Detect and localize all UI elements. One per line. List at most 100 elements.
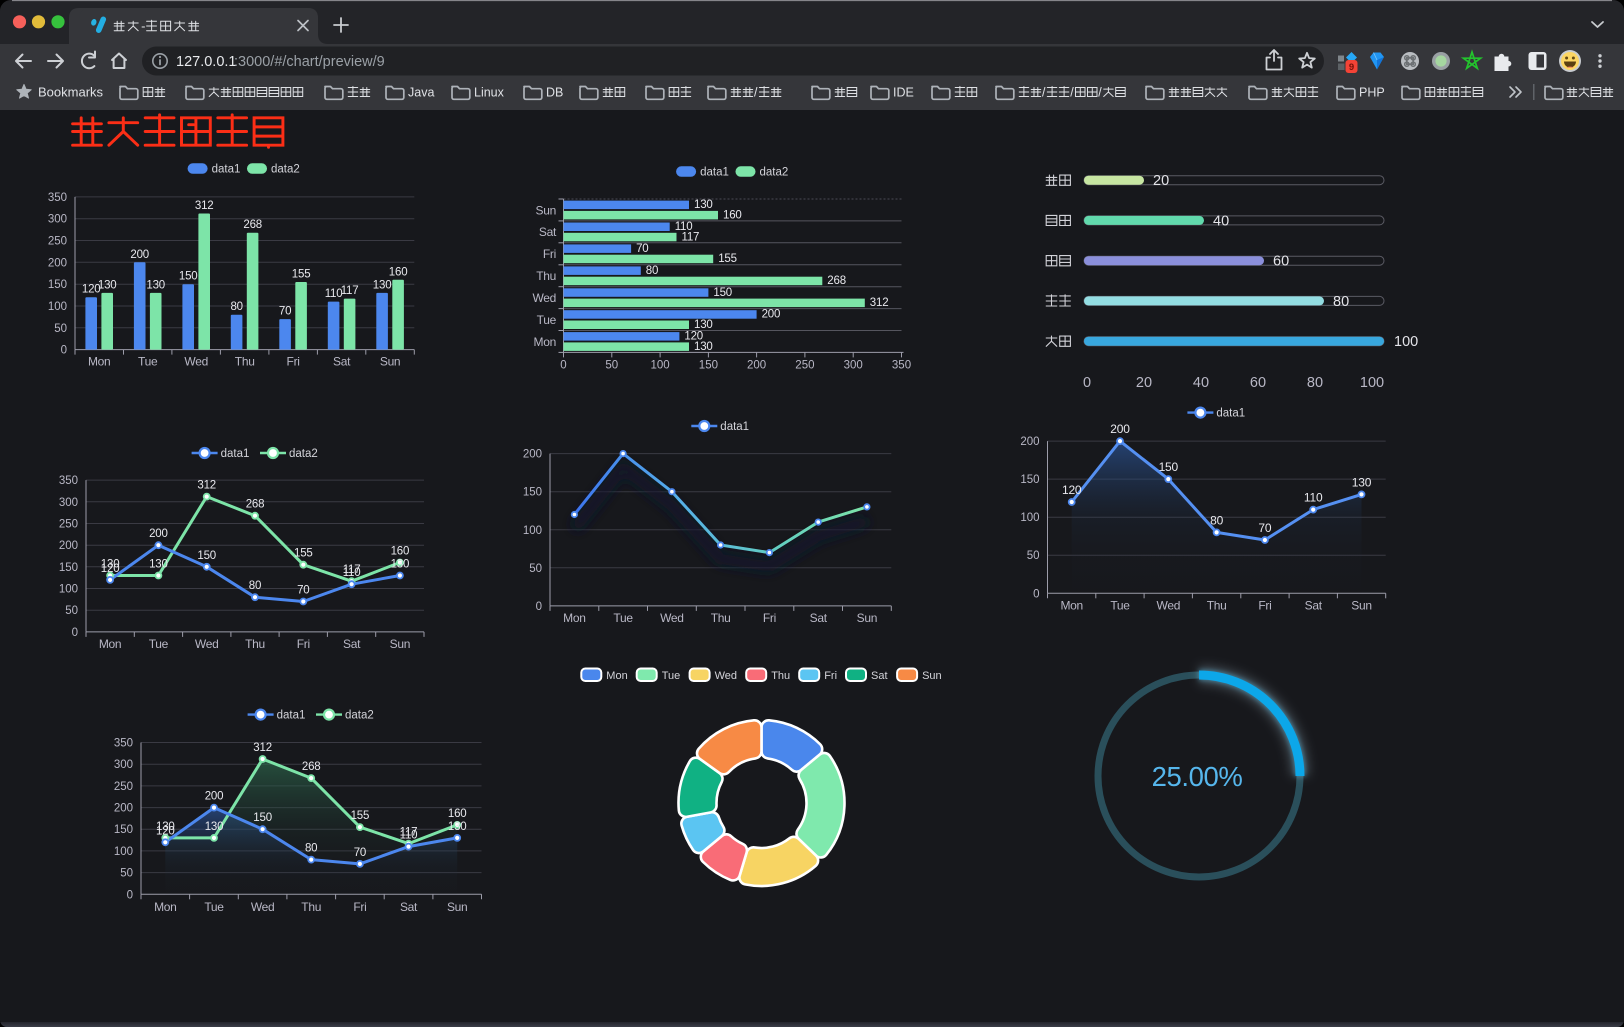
svg-text:50: 50 <box>65 605 78 617</box>
svg-text:150: 150 <box>713 287 732 299</box>
svg-text:160: 160 <box>723 209 742 221</box>
svg-text:110: 110 <box>675 221 693 233</box>
svg-text:70: 70 <box>297 585 309 597</box>
svg-text:200: 200 <box>1020 436 1039 448</box>
svg-text:130: 130 <box>448 821 467 833</box>
svg-text:150: 150 <box>59 562 78 574</box>
svg-text:Wed: Wed <box>184 355 208 369</box>
svg-text:data1: data1 <box>720 421 749 433</box>
svg-text:50: 50 <box>605 359 618 371</box>
svg-text:Fri: Fri <box>1258 599 1271 613</box>
svg-text:0: 0 <box>560 359 566 371</box>
svg-text:-: - <box>141 19 145 34</box>
svg-text:250: 250 <box>59 519 78 531</box>
svg-text:160: 160 <box>391 546 410 558</box>
svg-text:250: 250 <box>48 236 67 248</box>
svg-text:Thu: Thu <box>301 900 321 914</box>
svg-text:100: 100 <box>114 846 133 858</box>
svg-text:Sun: Sun <box>1351 599 1371 613</box>
svg-text:data2: data2 <box>345 710 374 722</box>
svg-text:/: / <box>754 85 758 99</box>
svg-text:312: 312 <box>197 480 216 492</box>
svg-text:data1: data1 <box>700 167 729 179</box>
svg-text:100: 100 <box>1360 375 1384 391</box>
svg-text:0: 0 <box>61 345 67 357</box>
svg-text:80: 80 <box>305 843 317 855</box>
svg-text:120: 120 <box>156 825 175 837</box>
svg-text:Tue: Tue <box>204 900 224 914</box>
svg-text:data2: data2 <box>271 164 300 176</box>
svg-text:70: 70 <box>354 847 366 859</box>
svg-text:80: 80 <box>1210 513 1223 527</box>
svg-text:130: 130 <box>146 279 165 291</box>
svg-text:80: 80 <box>646 265 658 277</box>
svg-text:50: 50 <box>54 323 67 335</box>
svg-text:117: 117 <box>343 564 361 576</box>
svg-text:Tue: Tue <box>1110 599 1130 613</box>
svg-text:200: 200 <box>523 449 542 461</box>
svg-text:120: 120 <box>82 284 101 296</box>
svg-text:150: 150 <box>114 824 133 836</box>
svg-text:100: 100 <box>651 359 670 371</box>
svg-text:/: / <box>1070 85 1074 99</box>
svg-text:268: 268 <box>246 499 265 511</box>
svg-text:268: 268 <box>827 275 846 287</box>
svg-text:0: 0 <box>1083 375 1091 391</box>
svg-text:117: 117 <box>341 285 359 297</box>
svg-text:150: 150 <box>1020 474 1039 486</box>
svg-text:155: 155 <box>292 269 311 281</box>
svg-text:200: 200 <box>747 359 766 371</box>
svg-text:130: 130 <box>694 341 713 353</box>
svg-text:Sun: Sun <box>380 355 400 369</box>
svg-text:200: 200 <box>59 540 78 552</box>
svg-text:Sat: Sat <box>1305 599 1323 613</box>
svg-text:Fri: Fri <box>353 900 366 914</box>
svg-text:/: / <box>1042 85 1046 99</box>
svg-text:130: 130 <box>101 559 120 571</box>
svg-text:Tue: Tue <box>662 670 681 682</box>
svg-text:40: 40 <box>1213 213 1229 229</box>
svg-text:155: 155 <box>351 810 370 822</box>
svg-text:155: 155 <box>718 253 737 265</box>
svg-text:20: 20 <box>1136 375 1152 391</box>
svg-text:Sun: Sun <box>857 611 877 625</box>
svg-text:Fri: Fri <box>297 637 310 651</box>
svg-text:Thu: Thu <box>235 355 255 369</box>
svg-text:data1: data1 <box>221 448 250 460</box>
svg-text:Sat: Sat <box>871 670 888 682</box>
svg-text:130: 130 <box>694 319 713 331</box>
svg-text:PHP: PHP <box>1359 85 1385 99</box>
svg-text:110: 110 <box>400 830 418 842</box>
svg-text:Thu: Thu <box>536 269 556 283</box>
svg-text:Java: Java <box>408 85 434 99</box>
svg-text:150: 150 <box>48 279 67 291</box>
svg-text:/: / <box>1098 85 1102 99</box>
svg-text:9: 9 <box>1349 62 1354 73</box>
svg-text:350: 350 <box>48 192 67 204</box>
svg-text:50: 50 <box>529 563 542 575</box>
svg-text:312: 312 <box>253 742 272 754</box>
svg-text:50: 50 <box>120 868 133 880</box>
svg-text:350: 350 <box>892 359 911 371</box>
svg-text:130: 130 <box>156 821 175 833</box>
svg-text:130: 130 <box>1352 475 1372 489</box>
svg-text:Sun: Sun <box>536 203 556 217</box>
svg-text:150: 150 <box>1159 460 1179 474</box>
svg-text:150: 150 <box>699 359 718 371</box>
svg-text:130: 130 <box>149 559 168 571</box>
svg-text:70: 70 <box>279 306 291 318</box>
svg-text:Wed: Wed <box>251 900 275 914</box>
svg-text:Mon: Mon <box>1060 599 1082 613</box>
svg-text:300: 300 <box>114 759 133 771</box>
svg-text:data1: data1 <box>212 164 241 176</box>
svg-text:Fri: Fri <box>824 670 837 682</box>
svg-text:117: 117 <box>400 827 418 839</box>
svg-text:Tue: Tue <box>138 355 158 369</box>
svg-text:110: 110 <box>1304 491 1323 505</box>
svg-text:312: 312 <box>870 297 889 309</box>
svg-text:130: 130 <box>391 559 410 571</box>
svg-text:Sat: Sat <box>333 355 351 369</box>
svg-text:Tue: Tue <box>613 611 633 625</box>
svg-text:40: 40 <box>1193 375 1209 391</box>
svg-text:Sun: Sun <box>390 637 410 651</box>
